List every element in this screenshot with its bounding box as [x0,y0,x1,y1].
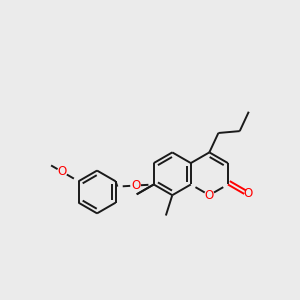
Text: O: O [131,179,140,192]
Text: O: O [58,165,67,178]
Text: O: O [205,189,214,202]
Text: O: O [243,188,252,200]
